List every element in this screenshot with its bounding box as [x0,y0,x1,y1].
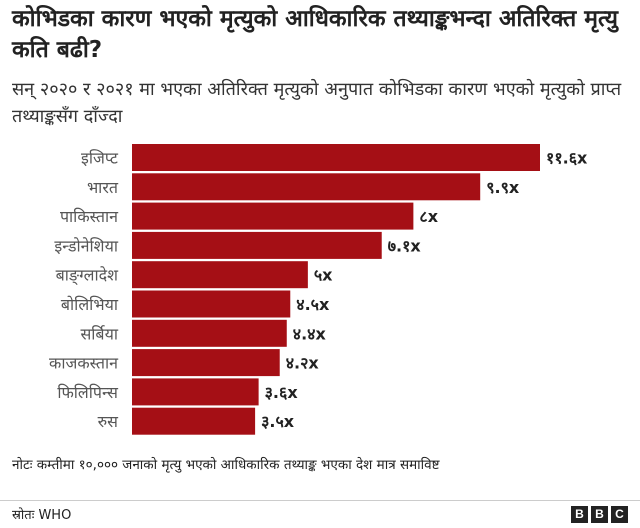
category-label: बाङ्ग्लादेश [56,266,119,286]
chart-title: कोभिडका कारण भएको मृत्युको आधिकारिक तथ्य… [12,6,619,63]
value-label: ९.९x [486,178,520,197]
value-label: ३.६x [265,383,299,402]
bar [132,378,259,406]
bar [132,202,414,230]
bbc-logo-letter: B [571,506,588,523]
value-label: ५x [314,266,333,285]
bar-chart: इजिप्ट ११.६x भारत ९.९x पाकिस्तान ८x इन्डोनेशिय… [49,144,588,435]
value-label: ४.५x [296,295,330,314]
bbc-logo-letter: B [591,506,608,523]
source-text: स्रोतः WHO [12,508,72,523]
value-label: ४.४x [293,324,327,343]
value-label: ११.६x [546,149,588,168]
value-label: ७.१x [388,236,422,255]
category-label: काजकस्तान [49,354,119,373]
value-label: ४.२x [286,354,320,373]
value-label: ३.५x [261,412,295,431]
category-label: बोलिभिया [61,295,119,314]
category-label: सर्बिया [80,324,118,343]
bar [132,144,540,171]
value-label: ८x [419,207,438,226]
bar [132,290,291,318]
category-label: फिलिपिन्स [57,383,119,402]
category-label: रुस [98,412,120,431]
bbc-logo-letter: C [611,506,628,523]
category-label: भारत [87,178,119,197]
chart-note: नोटः कम्तीमा १०,००० जनाको मृत्यु भएको आध… [12,457,440,473]
chart-subtitle: सन् २०२० र २०२१ मा भएका अतिरिक्त मृत्युक… [12,79,622,127]
footer-divider [0,500,640,501]
bar [132,319,287,347]
category-label: पाकिस्तान [60,207,119,226]
bar [132,407,256,435]
bar [132,231,382,259]
bar [132,349,280,377]
bbc-logo: B B C [571,506,628,523]
bar [132,261,308,289]
bar [132,173,481,201]
category-label: इजिप्ट [81,149,119,168]
category-label: इन्डोनेशिया [54,236,118,255]
